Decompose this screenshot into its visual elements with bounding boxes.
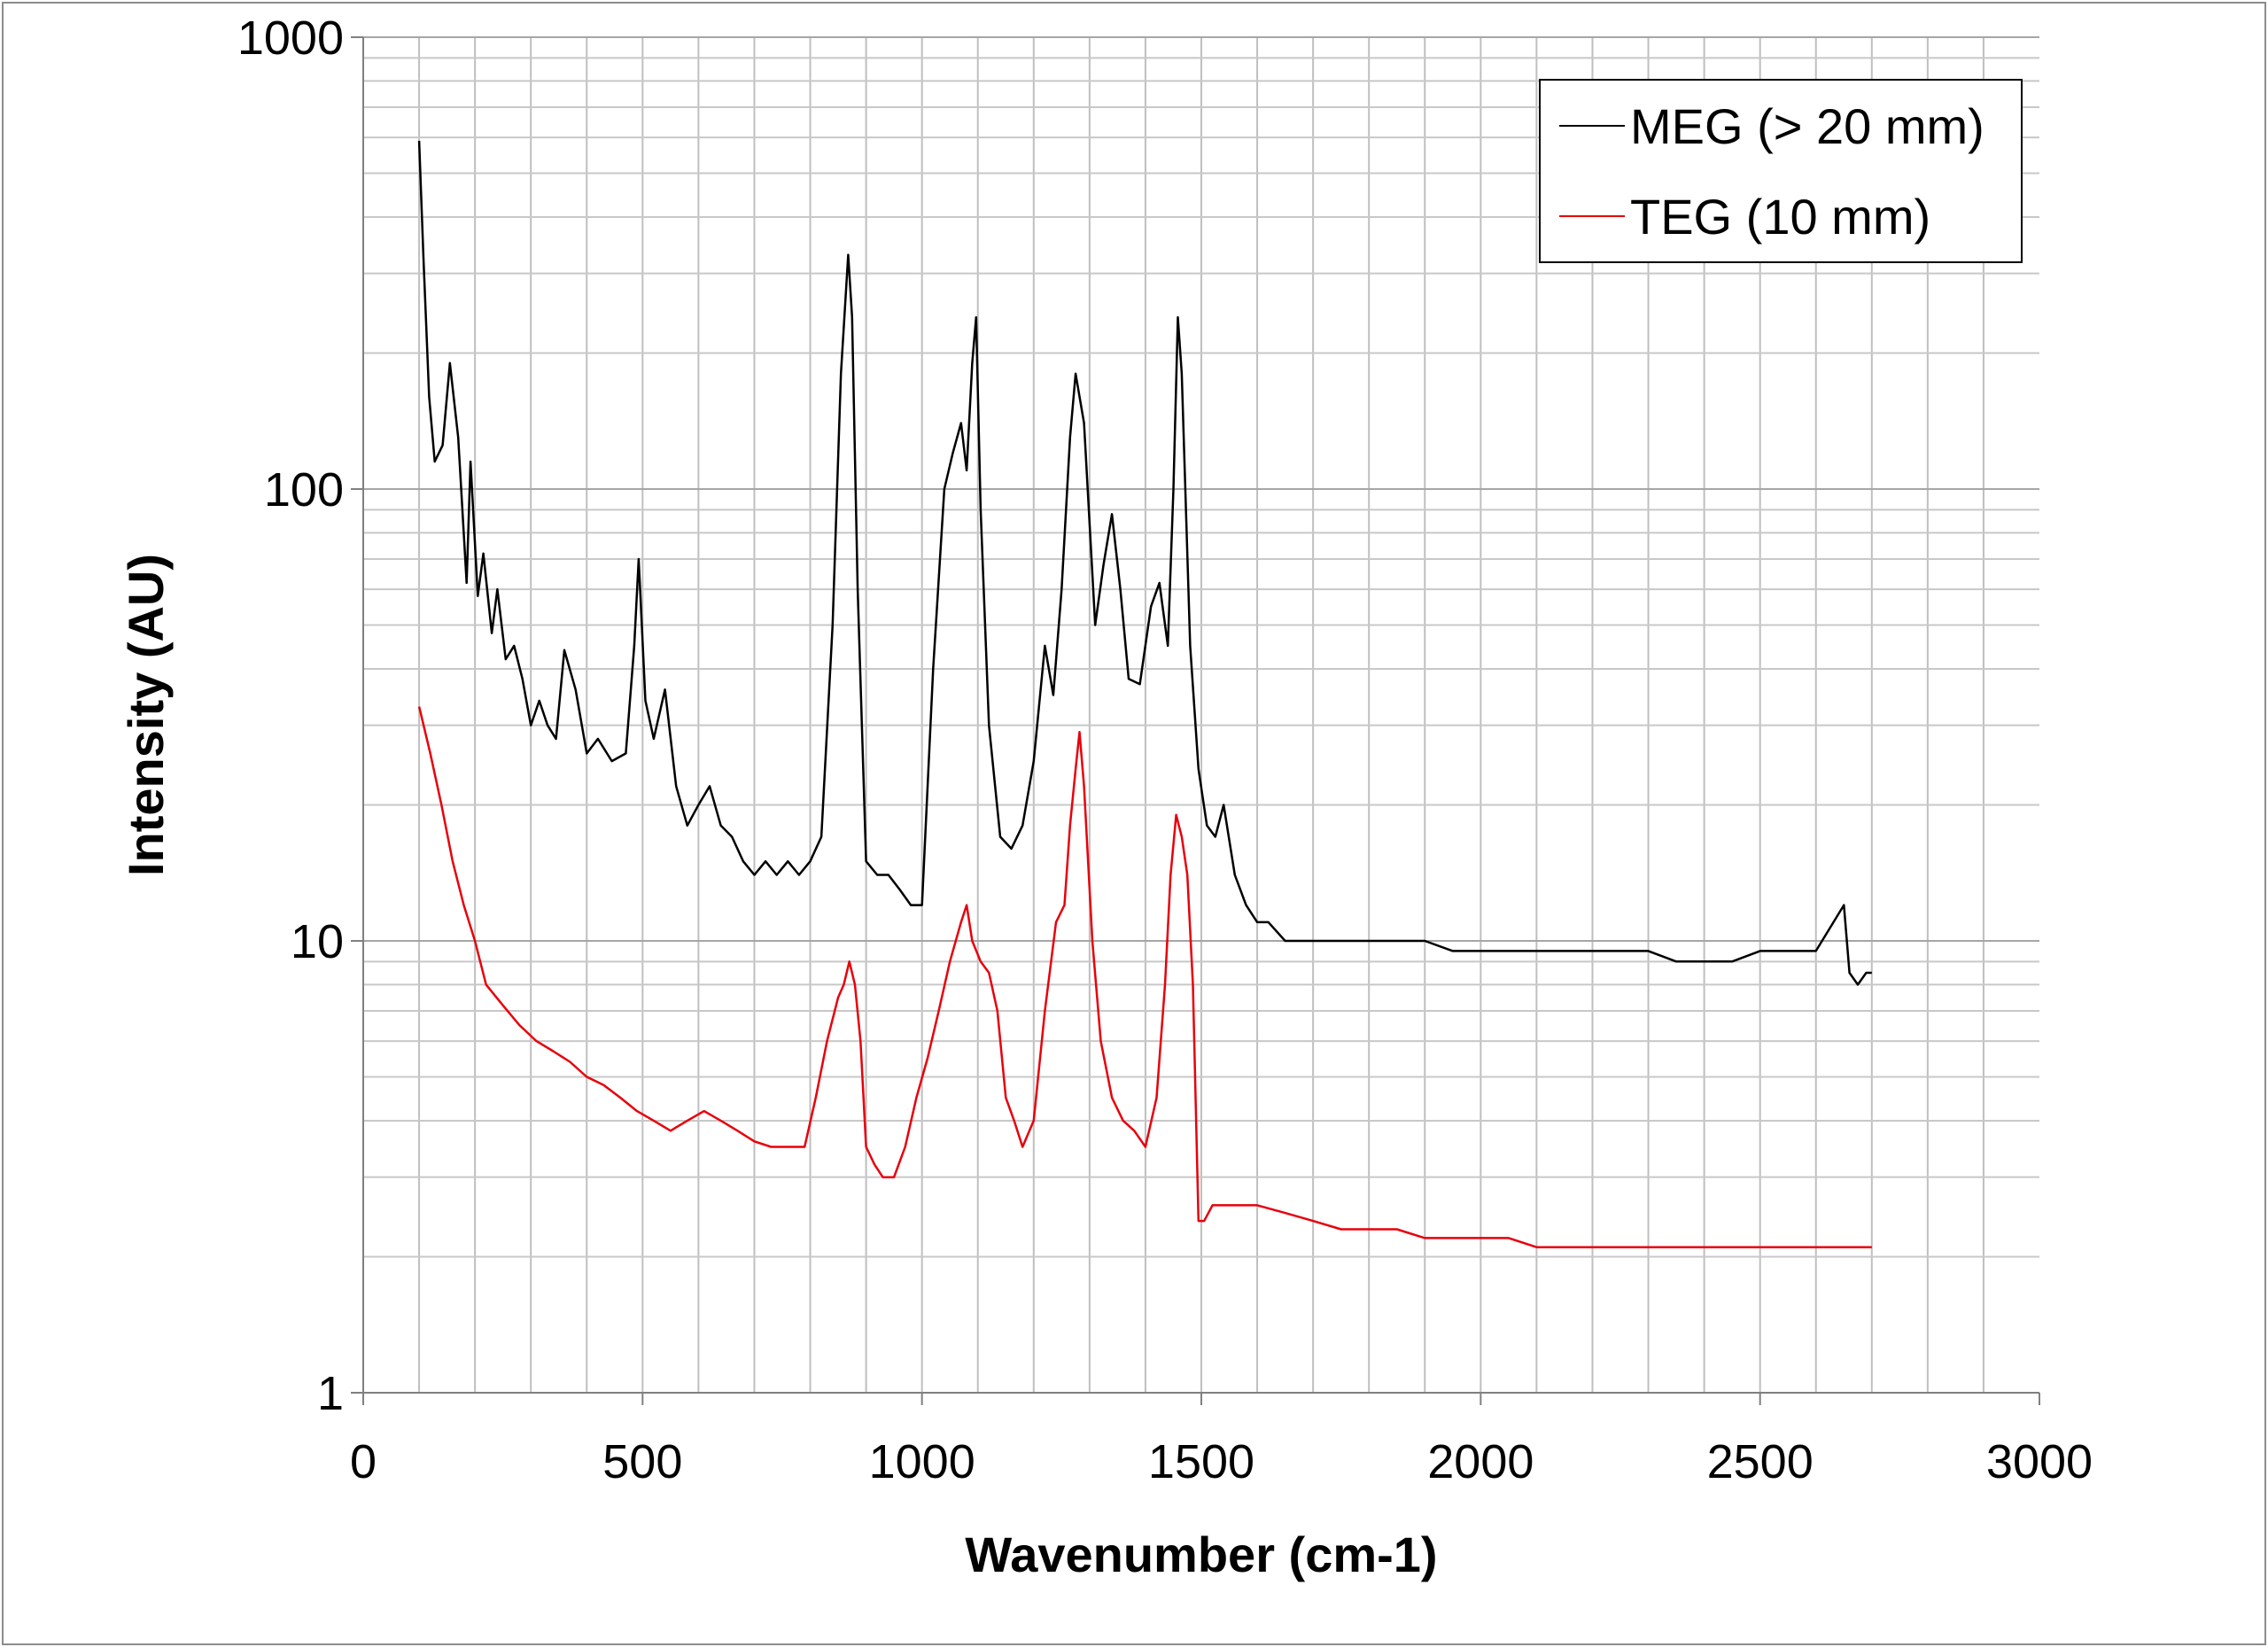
legend-box [1539,79,2023,263]
x-tick-label: 2500 [1707,1435,1814,1488]
x-tick-labels: 0 500 1000 1500 2000 2500 3000 [350,1435,2093,1488]
x-tick-label: 3000 [1986,1435,2093,1488]
y-tick-label: 100 [264,463,344,517]
legend-label-teg: TEG (10 mm) [1630,189,1930,245]
x-tick-label: 1500 [1148,1435,1254,1488]
y-axis-title: Intensity (AU) [118,554,174,876]
series-layer [417,140,1872,1248]
series-line-teg [417,706,1872,1248]
y-tick-labels: 1 10 100 1000 [237,12,344,1420]
legend: MEG (> 20 mm) TEG (10 mm) [1539,79,2023,263]
x-tick-label: 0 [350,1435,377,1488]
x-axis-title: Wavenumber (cm-1) [965,1527,1437,1582]
x-tick-label: 2000 [1427,1435,1534,1488]
y-tick-label: 1 [317,1367,344,1420]
chart-canvas: 1 10 100 1000 0 500 1000 1500 2000 2500 3000 Wave… [118,12,2093,1582]
y-tick-label: 1000 [237,12,344,65]
legend-label-meg: MEG (> 20 mm) [1630,98,1984,154]
x-tick-label: 500 [602,1435,682,1488]
x-tick-label: 1000 [869,1435,975,1488]
y-tick-label: 10 [291,915,344,968]
grid [363,36,2039,1394]
axes [351,36,2040,1405]
series-line-meg [417,140,1872,986]
